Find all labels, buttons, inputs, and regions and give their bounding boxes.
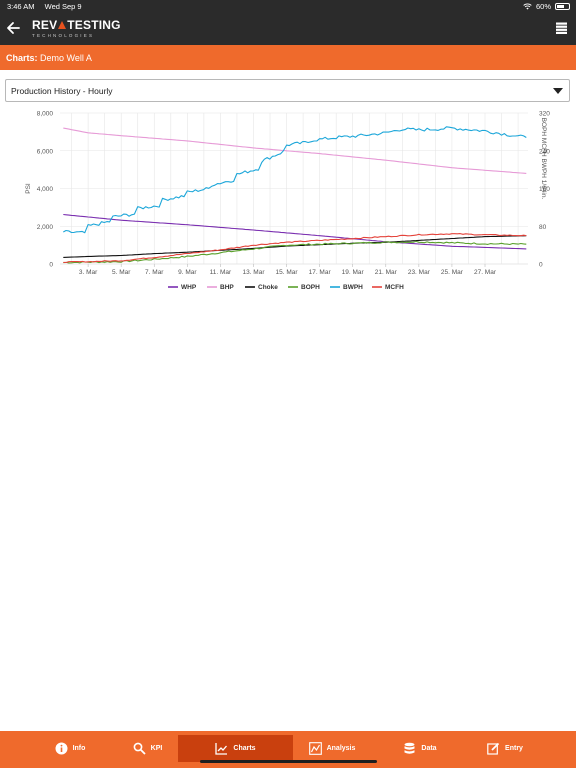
x-tick-label: 11. Mar xyxy=(210,269,232,276)
wifi-icon xyxy=(523,3,532,10)
app-header: REV TESTING TECHNOLOGIES xyxy=(0,12,576,45)
page-title-label: Charts: xyxy=(6,53,38,63)
legend-label-boph: BOPH xyxy=(301,284,320,291)
info-icon xyxy=(55,742,68,755)
chevron-down-icon xyxy=(553,88,563,94)
tab-info[interactable]: Info xyxy=(45,735,95,762)
tab-label: Data xyxy=(421,745,437,752)
production-chart: 0 2,000 4,000 6,000 8,000 0 80 160 240 320 3. Mar 5… xyxy=(0,104,576,300)
home-indicator xyxy=(200,760,377,763)
legend-label-bwph: BWPH xyxy=(343,284,363,291)
series-line-bhp xyxy=(63,127,527,174)
status-bar: 3:46 AM Wed Sep 9 60% xyxy=(0,0,576,12)
menu-list-icon[interactable] xyxy=(556,22,567,34)
x-tick-label: 5. Mar xyxy=(112,269,131,276)
logo-triangle-icon xyxy=(58,21,67,29)
tab-label: Analysis xyxy=(326,745,356,752)
legend-label-bhp: BHP xyxy=(220,284,234,291)
charts-icon xyxy=(215,743,228,755)
x-tick-label: 27. Mar xyxy=(474,269,497,276)
tab-label: KPI xyxy=(150,745,163,752)
tab-label: Charts xyxy=(233,745,256,752)
x-tick-label: 19. Mar xyxy=(342,269,365,276)
series-line-bwph xyxy=(63,126,527,234)
y-left-tick-label: 6,000 xyxy=(37,148,54,155)
y-right-tick-label: 320 xyxy=(539,111,550,118)
y-left-tick-label: 2,000 xyxy=(37,224,54,231)
x-tick-label: 21. Mar xyxy=(375,269,398,276)
status-date: Wed Sep 9 xyxy=(44,2,82,11)
database-icon xyxy=(404,742,415,754)
y-left-tick-label: 8,000 xyxy=(37,111,54,118)
tab-analysis[interactable]: Analysis xyxy=(292,735,372,762)
legend-label-whp: WHP xyxy=(181,284,197,291)
x-tick-label: 3. Mar xyxy=(79,269,98,276)
battery-percent: 60% xyxy=(535,2,551,11)
tab-kpi[interactable]: KPI xyxy=(120,735,175,762)
y-left-tick-label: 4,000 xyxy=(37,186,54,193)
edit-icon xyxy=(487,742,500,755)
x-tick-label: 23. Mar xyxy=(408,269,431,276)
y-right-tick-label: 0 xyxy=(539,262,543,269)
series-line-whp xyxy=(63,213,527,250)
tab-charts[interactable]: Charts xyxy=(178,735,293,762)
y-right-tick-label: 240 xyxy=(539,148,550,155)
y-right-tick-label: 80 xyxy=(539,224,547,231)
y-right-tick-label: 160 xyxy=(539,186,550,193)
kpi-icon xyxy=(133,742,146,755)
legend-label-mcfh: MCFH xyxy=(385,284,404,291)
x-tick-label: 15. Mar xyxy=(276,269,299,276)
series-line-boph xyxy=(63,240,527,264)
chart-select-dropdown[interactable]: Production History - Hourly xyxy=(5,79,570,102)
x-tick-label: 9. Mar xyxy=(178,269,197,276)
x-tick-label: 13. Mar xyxy=(242,269,265,276)
chart-svg: 0 2,000 4,000 6,000 8,000 0 80 160 240 320 3. Mar 5… xyxy=(25,111,550,292)
analysis-icon xyxy=(308,742,322,755)
company-logo: REV TESTING TECHNOLOGIES xyxy=(32,18,121,38)
legend-label-choke: Choke xyxy=(258,284,278,291)
back-arrow-icon[interactable] xyxy=(6,20,20,36)
page-title-bar: Charts: Demo Well A xyxy=(0,45,576,70)
tab-label: Info xyxy=(72,745,86,752)
x-tick-label: 17. Mar xyxy=(309,269,332,276)
x-tick-label: 7. Mar xyxy=(145,269,164,276)
logo-subtext: TECHNOLOGIES xyxy=(32,33,95,38)
chart-select-value: Production History - Hourly xyxy=(11,86,113,96)
logo-text-left: REV xyxy=(32,18,58,32)
y-left-tick-label: 0 xyxy=(49,262,53,269)
series-line-mcfh xyxy=(63,233,527,264)
logo-text-right: TESTING xyxy=(67,18,121,32)
y-left-axis-title: PSI xyxy=(25,183,32,194)
x-tick-label: 25. Mar xyxy=(441,269,464,276)
battery-icon xyxy=(555,3,570,10)
battery-fill xyxy=(557,5,564,8)
status-time: 3:46 AM xyxy=(7,2,35,11)
tab-entry[interactable]: Entry xyxy=(475,735,535,762)
tab-label: Entry xyxy=(505,745,523,752)
tab-data[interactable]: Data xyxy=(390,735,450,762)
y-right-axis-title: BOPH MCFH BWPH 1/64in. xyxy=(540,118,547,200)
well-name: Demo Well A xyxy=(40,53,92,63)
